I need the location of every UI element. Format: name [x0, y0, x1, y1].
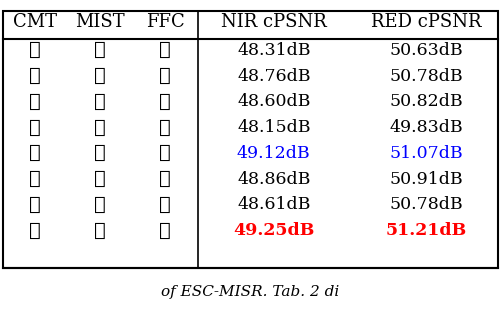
Text: ✓: ✓	[159, 170, 171, 188]
Text: ✓: ✓	[29, 170, 41, 188]
Text: ✗: ✗	[29, 41, 41, 59]
Text: ✓: ✓	[94, 93, 106, 111]
Text: ✗: ✗	[29, 119, 41, 137]
Text: 51.21dB: 51.21dB	[386, 222, 467, 239]
Text: ✗: ✗	[94, 119, 106, 137]
Text: 50.63dB: 50.63dB	[390, 42, 463, 59]
Text: ✓: ✓	[159, 196, 171, 214]
Text: 48.15dB: 48.15dB	[237, 119, 310, 136]
Text: of ESC-MISR. Tab. 2 di: of ESC-MISR. Tab. 2 di	[161, 285, 339, 299]
Text: 48.86dB: 48.86dB	[237, 171, 310, 187]
Text: MIST: MIST	[75, 13, 125, 31]
Text: ✓: ✓	[29, 222, 41, 240]
Text: ✗: ✗	[29, 93, 41, 111]
Text: ✗: ✗	[94, 170, 106, 188]
Text: ✗: ✗	[94, 67, 106, 85]
Text: ✓: ✓	[159, 222, 171, 240]
Text: 48.61dB: 48.61dB	[237, 196, 310, 213]
Text: ✓: ✓	[29, 67, 41, 85]
Bar	[2, 11, 498, 268]
Text: ✓: ✓	[29, 144, 41, 162]
Text: NIR cPSNR: NIR cPSNR	[221, 13, 326, 31]
Text: ✓: ✓	[94, 144, 106, 162]
Text: ✓: ✓	[94, 222, 106, 240]
Text: ✗: ✗	[159, 41, 171, 59]
Text: 49.25dB: 49.25dB	[233, 222, 314, 239]
Text: 50.78dB: 50.78dB	[390, 68, 463, 84]
Text: 50.91dB: 50.91dB	[390, 171, 463, 187]
Text: 50.82dB: 50.82dB	[390, 93, 463, 110]
Text: ✗: ✗	[159, 93, 171, 111]
Text: ✗: ✗	[29, 196, 41, 214]
Text: 48.60dB: 48.60dB	[237, 93, 310, 110]
Text: ✓: ✓	[159, 119, 171, 137]
Text: FFC: FFC	[146, 13, 184, 31]
Text: RED cPSNR: RED cPSNR	[371, 13, 482, 31]
Text: 48.76dB: 48.76dB	[237, 68, 310, 84]
Text: 51.07dB: 51.07dB	[390, 145, 463, 162]
Text: 49.83dB: 49.83dB	[390, 119, 463, 136]
Text: CMT: CMT	[13, 13, 57, 31]
Text: 49.12dB: 49.12dB	[237, 145, 310, 162]
Text: 48.31dB: 48.31dB	[237, 42, 310, 59]
Text: 50.78dB: 50.78dB	[390, 196, 463, 213]
Text: ✗: ✗	[159, 144, 171, 162]
Text: ✓: ✓	[94, 196, 106, 214]
Text: ✗: ✗	[159, 67, 171, 85]
Text: ✗: ✗	[94, 41, 106, 59]
